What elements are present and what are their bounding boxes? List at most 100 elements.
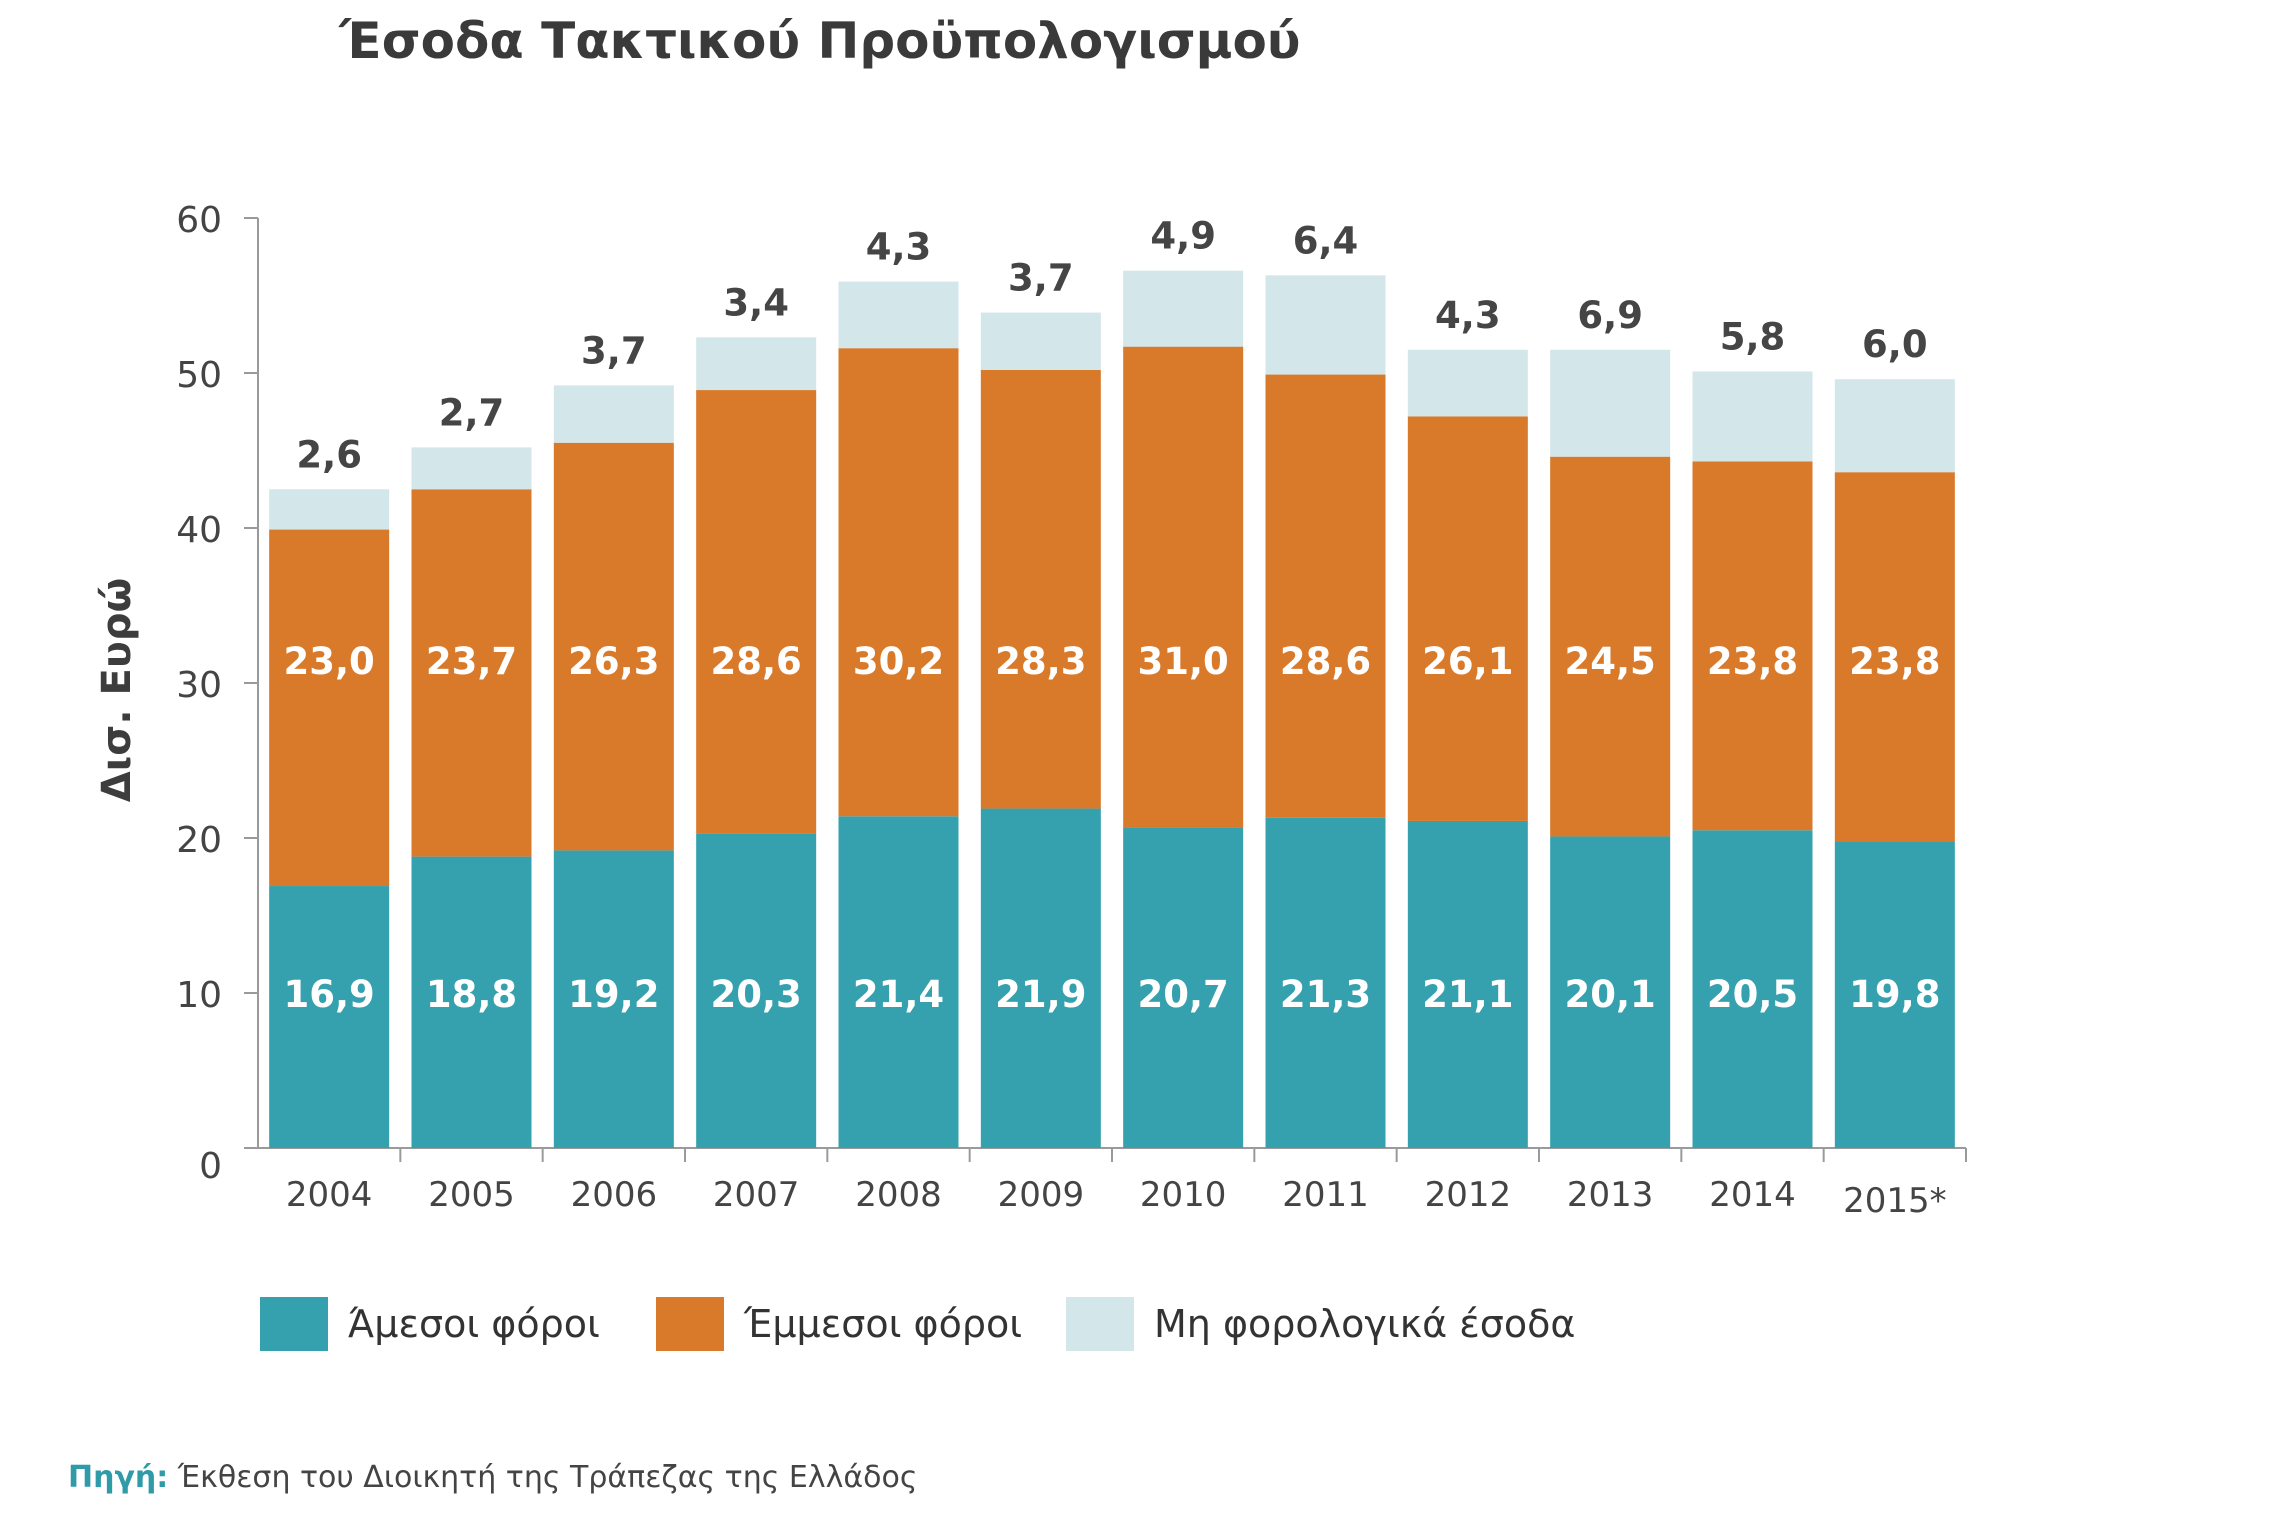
y-tick-label: 20 <box>176 820 222 861</box>
x-tick-label: 2008 <box>855 1175 942 1215</box>
legend-label-non-tax-revenue: Μη φορολογικά έσοδα <box>1154 1302 1576 1346</box>
chart-bars <box>269 270 1955 1148</box>
data-label: 19,2 <box>568 973 659 1016</box>
data-label: 20,7 <box>1138 973 1229 1016</box>
legend-label-direct-taxes: Άμεσοι φόροι <box>348 1302 600 1346</box>
bar-segment <box>553 442 674 851</box>
data-label: 20,1 <box>1565 973 1656 1016</box>
bar-segment <box>269 489 390 530</box>
data-label: 23,8 <box>1707 640 1798 683</box>
bar-segment <box>1834 841 1955 1148</box>
x-tick-label: 2015* <box>1843 1181 1947 1221</box>
data-label: 4,9 <box>1150 215 1216 258</box>
x-tick-label: 2007 <box>713 1175 800 1215</box>
bar-segment <box>269 529 390 887</box>
y-tick-label: 40 <box>176 510 222 551</box>
data-label: 26,3 <box>568 640 659 683</box>
data-label: 19,8 <box>1849 973 1940 1016</box>
x-tick-label: 2014 <box>1709 1175 1796 1215</box>
data-label: 3,7 <box>581 329 647 372</box>
chart-axes: 0 10 20 30 40 50 60 2004 2005 2006 2007 2008 2009 201… <box>176 200 1967 1221</box>
y-tick-label: 50 <box>176 355 222 396</box>
bar-segment <box>696 390 817 834</box>
y-tick-label: 60 <box>176 200 222 241</box>
data-label: 24,5 <box>1565 640 1656 683</box>
legend-item-indirect-taxes: Έμμεσοι φόροι <box>656 1296 1022 1352</box>
legend-swatch-direct-taxes <box>260 1297 328 1351</box>
bar-segment <box>1834 472 1955 842</box>
bar-segment <box>1692 830 1813 1148</box>
data-label: 5,8 <box>1720 315 1786 358</box>
x-tick-label: 2009 <box>998 1175 1085 1215</box>
legend-swatch-indirect-taxes <box>656 1297 724 1351</box>
data-label: 21,9 <box>995 973 1086 1016</box>
data-label: 6,9 <box>1577 294 1643 337</box>
bar-segment <box>1550 456 1671 837</box>
data-label: 23,0 <box>284 640 375 683</box>
data-label: 26,1 <box>1422 640 1513 683</box>
source-label: Πηγή: <box>68 1460 169 1495</box>
data-label: 21,1 <box>1422 973 1513 1016</box>
x-tick-label: 2013 <box>1567 1175 1654 1215</box>
bar-segment <box>553 385 674 443</box>
x-tick-label: 2005 <box>428 1175 515 1215</box>
bar-segment <box>980 369 1101 809</box>
bar-segment <box>696 833 817 1148</box>
bar-segment <box>838 281 959 349</box>
data-label: 21,3 <box>1280 973 1371 1016</box>
bar-segment <box>1550 836 1671 1148</box>
source-text: Έκθεση του Διοικητή της Τράπεζας της Ελλ… <box>168 1460 918 1495</box>
data-label: 30,2 <box>853 640 944 683</box>
data-label: 18,8 <box>426 973 517 1016</box>
data-label: 21,4 <box>853 973 944 1016</box>
data-label: 4,3 <box>866 226 932 269</box>
y-tick-label: 10 <box>176 975 222 1016</box>
y-tick-label: 30 <box>176 665 222 706</box>
data-label: 2,6 <box>296 433 362 476</box>
legend-label-indirect-taxes: Έμμεσοι φόροι <box>744 1302 1023 1346</box>
bar-segment <box>553 850 674 1148</box>
source-note: Πηγή: Έκθεση του Διοικητή της Τράπεζας τ… <box>68 1460 917 1495</box>
x-tick-label: 2004 <box>286 1175 373 1215</box>
bar-segment <box>980 312 1101 370</box>
data-label: 23,7 <box>426 640 517 683</box>
data-label: 3,7 <box>1008 257 1074 300</box>
bar-segment <box>1123 827 1244 1148</box>
data-label: 20,3 <box>711 973 802 1016</box>
data-label: 20,5 <box>1707 973 1798 1016</box>
x-tick-label: 2011 <box>1282 1175 1369 1215</box>
chart-labels: 16,9 23,0 2,6 18,8 23,7 2,7 19,2 26,3 3,7 20,3 28,… <box>284 215 1941 1016</box>
bar-segment <box>1407 416 1528 821</box>
bar-segment <box>1407 349 1528 417</box>
data-label: 2,7 <box>439 391 505 434</box>
legend-item-direct-taxes: Άμεσοι φόροι <box>260 1296 600 1352</box>
x-tick-label: 2010 <box>1140 1175 1227 1215</box>
bar-segment <box>1123 270 1244 347</box>
bar-segment <box>1692 461 1813 831</box>
bar-segment <box>1407 820 1528 1148</box>
data-label: 28,6 <box>711 640 802 683</box>
bar-segment <box>1123 346 1244 828</box>
data-label: 3,4 <box>723 281 789 324</box>
chart-title: Έσοδα Τακτικού Προϋπολογισμού <box>339 12 1301 70</box>
bar-segment <box>411 447 532 490</box>
legend-item-non-tax-revenue: Μη φορολογικά έσοδα <box>1066 1296 1575 1352</box>
bar-segment <box>1265 817 1386 1148</box>
data-label: 23,8 <box>1849 640 1940 683</box>
bar-segment <box>838 816 959 1148</box>
bar-segment <box>1550 349 1671 457</box>
bar-segment <box>1265 374 1386 818</box>
bar-segment <box>980 808 1101 1148</box>
x-tick-label: 2012 <box>1425 1175 1512 1215</box>
data-label: 6,0 <box>1862 323 1928 366</box>
bar-segment <box>411 489 532 857</box>
x-tick-label: 2006 <box>571 1175 658 1215</box>
bar-segment <box>838 348 959 817</box>
bar-segment <box>411 856 532 1148</box>
legend-swatch-non-tax-revenue <box>1066 1297 1134 1351</box>
bar-segment <box>1834 379 1955 473</box>
bar-segment <box>269 886 390 1148</box>
bar-segment <box>1692 371 1813 462</box>
data-label: 16,9 <box>284 973 375 1016</box>
